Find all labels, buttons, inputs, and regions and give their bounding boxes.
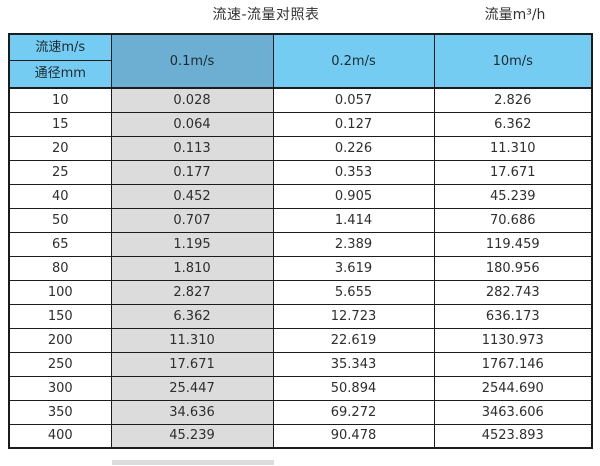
flow-cell-01ms: 6.362 (110, 303, 274, 329)
table-row: 65 1.195 2.389 119.459 (8, 231, 593, 257)
flow-cell-02ms: 0.905 (272, 183, 435, 209)
flow-cell-10ms: 180.956 (433, 255, 593, 281)
flow-cell-10ms: 2544.690 (433, 375, 593, 401)
flow-cell-02ms: 1.414 (272, 207, 435, 233)
flow-cell-02ms: 12.723 (272, 303, 435, 329)
flow-cell-01ms: 0.028 (110, 87, 274, 113)
flow-unit-label: 流量m³/h (484, 7, 546, 23)
table-row: 200 11.310 22.619 1130.973 (8, 327, 593, 353)
flow-cell-02ms: 0.226 (272, 135, 435, 161)
flow-cell-10ms: 282.743 (433, 279, 593, 305)
shaded-column-spill (112, 460, 274, 465)
diameter-cell: 80 (8, 255, 112, 281)
table-row: 80 1.810 3.619 180.956 (8, 255, 593, 281)
flow-cell-10ms: 1767.146 (433, 351, 593, 377)
flow-cell-02ms: 5.655 (272, 279, 435, 305)
flow-cell-02ms: 22.619 (272, 327, 435, 353)
header-row: 流速m/s 通径mm 0.1m/s 0.2m/s 10m/s (8, 33, 593, 89)
diameter-cell: 250 (8, 351, 112, 377)
diameter-cell: 200 (8, 327, 112, 353)
corner-velocity-label: 流速m/s (10, 35, 111, 61)
flow-cell-10ms: 45.239 (433, 183, 593, 209)
flow-cell-01ms: 34.636 (110, 399, 274, 425)
flow-cell-01ms: 11.310 (110, 327, 274, 353)
flow-cell-10ms: 119.459 (433, 231, 593, 257)
page-title: 流速-流量对照表 (212, 7, 320, 23)
flow-cell-10ms: 636.173 (433, 303, 593, 329)
table-row: 20 0.113 0.226 11.310 (8, 135, 593, 161)
flow-cell-01ms: 0.177 (110, 159, 274, 185)
page-header: 流速-流量对照表 流量m³/h (0, 0, 600, 30)
flow-cell-02ms: 90.478 (272, 423, 435, 449)
table-row: 400 45.239 90.478 4523.893 (8, 423, 593, 449)
diameter-cell: 65 (8, 231, 112, 257)
flow-cell-02ms: 50.894 (272, 375, 435, 401)
flow-cell-01ms: 45.239 (110, 423, 274, 449)
table-row: 150 6.362 12.723 636.173 (8, 303, 593, 329)
table-row: 15 0.064 0.127 6.362 (8, 111, 593, 137)
diameter-cell: 150 (8, 303, 112, 329)
diameter-cell: 300 (8, 375, 112, 401)
flow-cell-02ms: 0.057 (272, 87, 435, 113)
diameter-cell: 350 (8, 399, 112, 425)
diameter-cell: 40 (8, 183, 112, 209)
flow-cell-02ms: 35.343 (272, 351, 435, 377)
flow-rate-table: 流速m/s 通径mm 0.1m/s 0.2m/s 10m/s 10 0.028 … (8, 33, 593, 449)
velocity-header-02ms: 0.2m/s (272, 33, 435, 89)
flow-cell-10ms: 11.310 (433, 135, 593, 161)
corner-header: 流速m/s 通径mm (8, 33, 112, 89)
flow-cell-10ms: 70.686 (433, 207, 593, 233)
diameter-cell: 100 (8, 279, 112, 305)
flow-cell-02ms: 0.127 (272, 111, 435, 137)
flow-cell-02ms: 2.389 (272, 231, 435, 257)
flow-cell-01ms: 17.671 (110, 351, 274, 377)
table-row: 25 0.177 0.353 17.671 (8, 159, 593, 185)
flow-cell-10ms: 2.826 (433, 87, 593, 113)
velocity-header-01ms: 0.1m/s (110, 33, 274, 89)
flow-cell-01ms: 0.113 (110, 135, 274, 161)
table-row: 50 0.707 1.414 70.686 (8, 207, 593, 233)
diameter-cell: 25 (8, 159, 112, 185)
flow-cell-10ms: 6.362 (433, 111, 593, 137)
table-row: 40 0.452 0.905 45.239 (8, 183, 593, 209)
diameter-cell: 15 (8, 111, 112, 137)
table-row: 250 17.671 35.343 1767.146 (8, 351, 593, 377)
diameter-cell: 400 (8, 423, 112, 449)
flow-cell-02ms: 3.619 (272, 255, 435, 281)
table-row: 100 2.827 5.655 282.743 (8, 279, 593, 305)
flow-cell-01ms: 0.452 (110, 183, 274, 209)
flow-cell-02ms: 0.353 (272, 159, 435, 185)
flow-cell-01ms: 0.064 (110, 111, 274, 137)
flow-cell-01ms: 0.707 (110, 207, 274, 233)
diameter-cell: 50 (8, 207, 112, 233)
flow-cell-02ms: 69.272 (272, 399, 435, 425)
flow-cell-01ms: 1.195 (110, 231, 274, 257)
diameter-cell: 10 (8, 87, 112, 113)
flow-cell-10ms: 4523.893 (433, 423, 593, 449)
flow-cell-01ms: 1.810 (110, 255, 274, 281)
flow-cell-10ms: 17.671 (433, 159, 593, 185)
flow-cell-10ms: 1130.973 (433, 327, 593, 353)
flow-cell-01ms: 25.447 (110, 375, 274, 401)
corner-diameter-label: 通径mm (34, 66, 86, 81)
velocity-header-10ms: 10m/s (433, 33, 593, 89)
table-row: 300 25.447 50.894 2544.690 (8, 375, 593, 401)
flow-cell-01ms: 2.827 (110, 279, 274, 305)
table-row: 10 0.028 0.057 2.826 (8, 87, 593, 113)
diameter-cell: 20 (8, 135, 112, 161)
table-row: 350 34.636 69.272 3463.606 (8, 399, 593, 425)
flow-cell-10ms: 3463.606 (433, 399, 593, 425)
